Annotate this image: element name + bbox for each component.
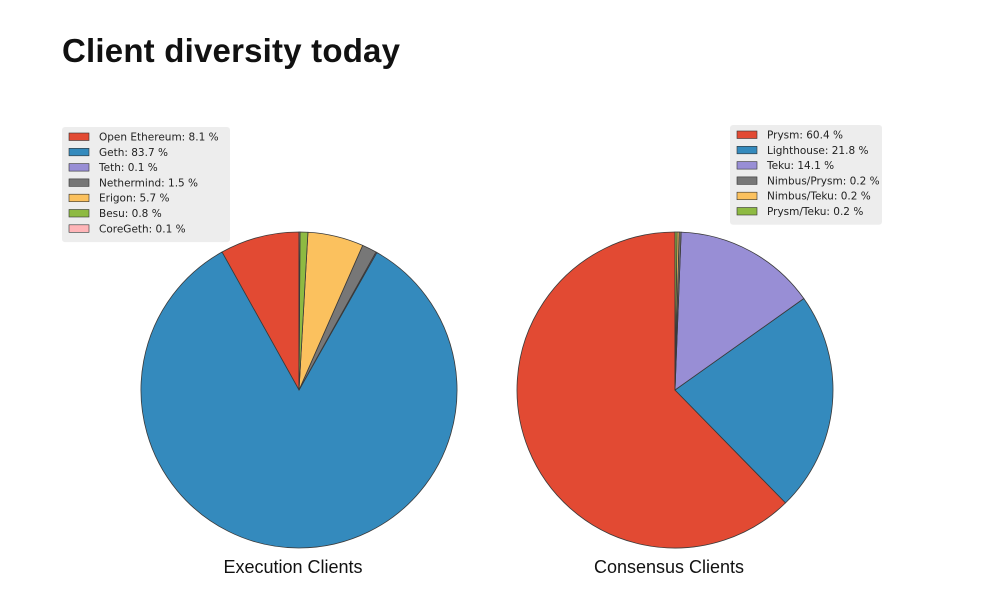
- legend-label-prysm-teku: Prysm/Teku: 0.2 %: [767, 206, 863, 218]
- legend: Prysm: 60.4 % Lighthouse: 21.8 % Teku: 14.…: [730, 125, 882, 225]
- legend-label-coregeth: CoreGeth: 0.1 %: [99, 223, 186, 235]
- legend-label-nethermind: Nethermind: 1.5 %: [99, 177, 198, 189]
- legend-swatch-geth: [68, 148, 90, 157]
- legend-label-teth: Teth: 0.1 %: [98, 162, 158, 174]
- legend-swatch-open-ethereum: [68, 132, 90, 141]
- pie-slice-prysm-teku: [674, 231, 678, 391]
- legend-box: [62, 127, 230, 243]
- page-title: Client diversity today: [62, 32, 401, 69]
- chart-label: Consensus Clients: [594, 557, 744, 577]
- legend-swatch-nethermind: [68, 178, 90, 187]
- legend-swatch-prysm: [736, 130, 758, 139]
- legend-label-nimbus-prysm: Nimbus/Prysm: 0.2 %: [767, 175, 880, 187]
- execution-clients-chart: Open Ethereum: 8.1 % Geth: 83.7 % Teth: 0.…: [62, 127, 458, 577]
- legend-label-teku: Teku: 14.1 %: [766, 160, 834, 172]
- legend-swatch-prysm-teku: [736, 207, 758, 216]
- legend: Open Ethereum: 8.1 % Geth: 83.7 % Teth: 0.…: [62, 127, 230, 243]
- legend-swatch-teku: [736, 161, 758, 170]
- legend-label-open-ethereum: Open Ethereum: 8.1 %: [99, 132, 219, 144]
- legend-swatch-nimbus-prysm: [736, 176, 758, 185]
- legend-label-geth: Geth: 83.7 %: [99, 147, 168, 159]
- pie-slice-geth: [140, 251, 458, 549]
- legend-swatch-lighthouse: [736, 146, 758, 155]
- legend-swatch-nimbus-teku: [736, 191, 758, 200]
- legend-swatch-teth: [68, 163, 90, 172]
- legend-label-besu: Besu: 0.8 %: [99, 208, 162, 220]
- legend-box: [730, 125, 882, 225]
- pie-slice-prysm: [516, 231, 786, 549]
- pie-slice-coregeth: [298, 231, 301, 391]
- pie-slice-teku: [674, 231, 805, 391]
- legend-swatch-besu: [68, 209, 90, 218]
- legend-swatch-coregeth: [68, 224, 90, 233]
- legend-label-prysm: Prysm: 60.4 %: [767, 130, 843, 142]
- pie-slice-lighthouse: [674, 298, 834, 504]
- consensus-clients-chart: Prysm: 60.4 % Lighthouse: 21.8 % Teku: 14.…: [516, 125, 882, 577]
- legend-label-lighthouse: Lighthouse: 21.8 %: [767, 145, 868, 157]
- legend-swatch-erigon: [68, 193, 90, 202]
- legend-label-erigon: Erigon: 5.7 %: [99, 193, 170, 205]
- legend-label-nimbus-teku: Nimbus/Teku: 0.2 %: [767, 191, 871, 203]
- chart-label: Execution Clients: [223, 557, 362, 577]
